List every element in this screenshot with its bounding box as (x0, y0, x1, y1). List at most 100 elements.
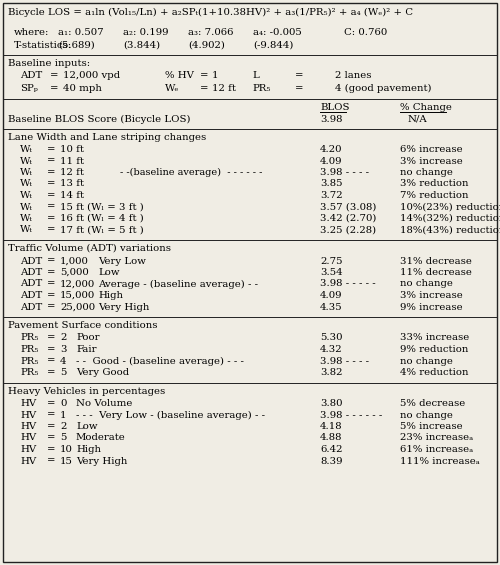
Text: C: 0.760: C: 0.760 (344, 28, 387, 37)
Text: 3.72: 3.72 (320, 191, 342, 200)
Text: Very Good: Very Good (76, 368, 129, 377)
Text: 4.32: 4.32 (320, 345, 342, 354)
Text: PR₅: PR₅ (20, 333, 38, 342)
Text: 9% reduction: 9% reduction (400, 345, 468, 354)
Text: PR₅: PR₅ (252, 84, 270, 93)
Text: Baseline inputs:: Baseline inputs: (8, 59, 90, 68)
Text: =: = (47, 357, 56, 366)
Text: 18%(43%) reduction: 18%(43%) reduction (400, 225, 500, 234)
Text: % Change: % Change (400, 102, 452, 111)
Text: ADT: ADT (20, 280, 42, 289)
Text: High: High (76, 445, 101, 454)
Text: 4: 4 (60, 357, 66, 366)
Text: 4.09: 4.09 (320, 157, 342, 166)
Text: =: = (50, 72, 58, 80)
Text: L: L (252, 72, 259, 80)
Text: =: = (47, 257, 56, 266)
Text: 12,000 vpd: 12,000 vpd (63, 72, 120, 80)
Text: =: = (47, 225, 56, 234)
Text: 3: 3 (60, 345, 66, 354)
Text: HV: HV (20, 422, 36, 431)
Text: 10 ft: 10 ft (60, 145, 84, 154)
Text: =: = (47, 399, 56, 408)
Text: Low: Low (76, 422, 98, 431)
Text: Very Low: Very Low (98, 257, 146, 266)
Text: =: = (47, 411, 56, 419)
Text: 4.35: 4.35 (320, 302, 342, 311)
Text: 3.98 - - - -: 3.98 - - - - (320, 168, 369, 177)
Text: =: = (47, 445, 56, 454)
Text: 3.85: 3.85 (320, 180, 342, 189)
Text: 5% increase: 5% increase (400, 422, 462, 431)
Text: 13 ft: 13 ft (60, 180, 84, 189)
Text: =: = (47, 302, 56, 311)
Text: where:: where: (14, 28, 49, 37)
Text: 4% reduction: 4% reduction (400, 368, 468, 377)
Text: 7% reduction: 7% reduction (400, 191, 468, 200)
Text: 0: 0 (60, 399, 66, 408)
Text: Wₜ: Wₜ (20, 168, 33, 177)
Text: T-statistics:: T-statistics: (14, 41, 72, 50)
Text: 31% decrease: 31% decrease (400, 257, 472, 266)
Text: 3.80: 3.80 (320, 399, 342, 408)
Text: 15,000: 15,000 (60, 291, 95, 300)
Text: 2: 2 (60, 422, 66, 431)
Text: =: = (47, 157, 56, 166)
Text: =: = (47, 368, 56, 377)
Text: (3.844): (3.844) (123, 41, 160, 50)
Text: 9% increase: 9% increase (400, 302, 462, 311)
Text: =: = (47, 345, 56, 354)
Text: Wₜ: Wₜ (20, 191, 33, 200)
Text: 15 ft (Wₗ = 3 ft ): 15 ft (Wₗ = 3 ft ) (60, 202, 144, 211)
Text: % HV: % HV (165, 72, 194, 80)
Text: 14 ft: 14 ft (60, 191, 84, 200)
Text: =: = (47, 191, 56, 200)
Text: - -  Good - (baseline average) - - -: - - Good - (baseline average) - - - (76, 357, 244, 366)
Text: 4.20: 4.20 (320, 145, 342, 154)
Text: 61% increaseₐ: 61% increaseₐ (400, 445, 473, 454)
Text: Pavement Surface conditions: Pavement Surface conditions (8, 321, 158, 330)
Text: Traffic Volume (ADT) variations: Traffic Volume (ADT) variations (8, 244, 171, 253)
Text: =: = (47, 145, 56, 154)
Text: 10: 10 (60, 445, 73, 454)
Text: a₁: 0.507: a₁: 0.507 (58, 28, 104, 37)
Text: 3% reduction: 3% reduction (400, 180, 468, 189)
Text: 1: 1 (212, 72, 218, 80)
Text: Poor: Poor (76, 333, 100, 342)
Text: Heavy Vehicles in percentages: Heavy Vehicles in percentages (8, 386, 165, 396)
Text: 1,000: 1,000 (60, 257, 89, 266)
Text: HV: HV (20, 457, 36, 466)
Text: no change: no change (400, 168, 453, 177)
Text: =: = (47, 268, 56, 277)
Text: 15: 15 (60, 457, 73, 466)
Text: =: = (47, 214, 56, 223)
Text: 5.30: 5.30 (320, 333, 342, 342)
Text: Wₑ: Wₑ (165, 84, 180, 93)
Text: 23% increaseₐ: 23% increaseₐ (400, 433, 473, 442)
Text: 4.88: 4.88 (320, 433, 342, 442)
Text: 3.98 - - - - - -: 3.98 - - - - - - (320, 411, 382, 419)
Text: =: = (47, 422, 56, 431)
Text: 111% increaseₐ: 111% increaseₐ (400, 457, 480, 466)
Text: Wₜ: Wₜ (20, 145, 33, 154)
Text: Wₜ: Wₜ (20, 157, 33, 166)
Text: =: = (295, 72, 304, 80)
Text: 17 ft (Wₗ = 5 ft ): 17 ft (Wₗ = 5 ft ) (60, 225, 144, 234)
Text: - - -  Very Low - (baseline average) - -: - - - Very Low - (baseline average) - - (76, 411, 265, 420)
Text: 5: 5 (60, 368, 66, 377)
Text: 3.25 (2.28): 3.25 (2.28) (320, 225, 376, 234)
Text: Low: Low (98, 268, 120, 277)
Text: 2 lanes: 2 lanes (335, 72, 372, 80)
Text: =: = (47, 433, 56, 442)
Text: 3.82: 3.82 (320, 368, 342, 377)
Text: =: = (47, 180, 56, 189)
Text: N/A: N/A (408, 115, 428, 124)
Text: Baseline BLOS Score (Bicycle LOS): Baseline BLOS Score (Bicycle LOS) (8, 115, 190, 124)
Text: a₃: 7.066: a₃: 7.066 (188, 28, 234, 37)
Text: 3.54: 3.54 (320, 268, 342, 277)
Text: (-9.844): (-9.844) (253, 41, 293, 50)
Text: SPₚ: SPₚ (20, 84, 38, 93)
Text: 3.98 - - - - -: 3.98 - - - - - (320, 280, 376, 289)
Text: 6.42: 6.42 (320, 445, 342, 454)
Text: no change: no change (400, 280, 453, 289)
